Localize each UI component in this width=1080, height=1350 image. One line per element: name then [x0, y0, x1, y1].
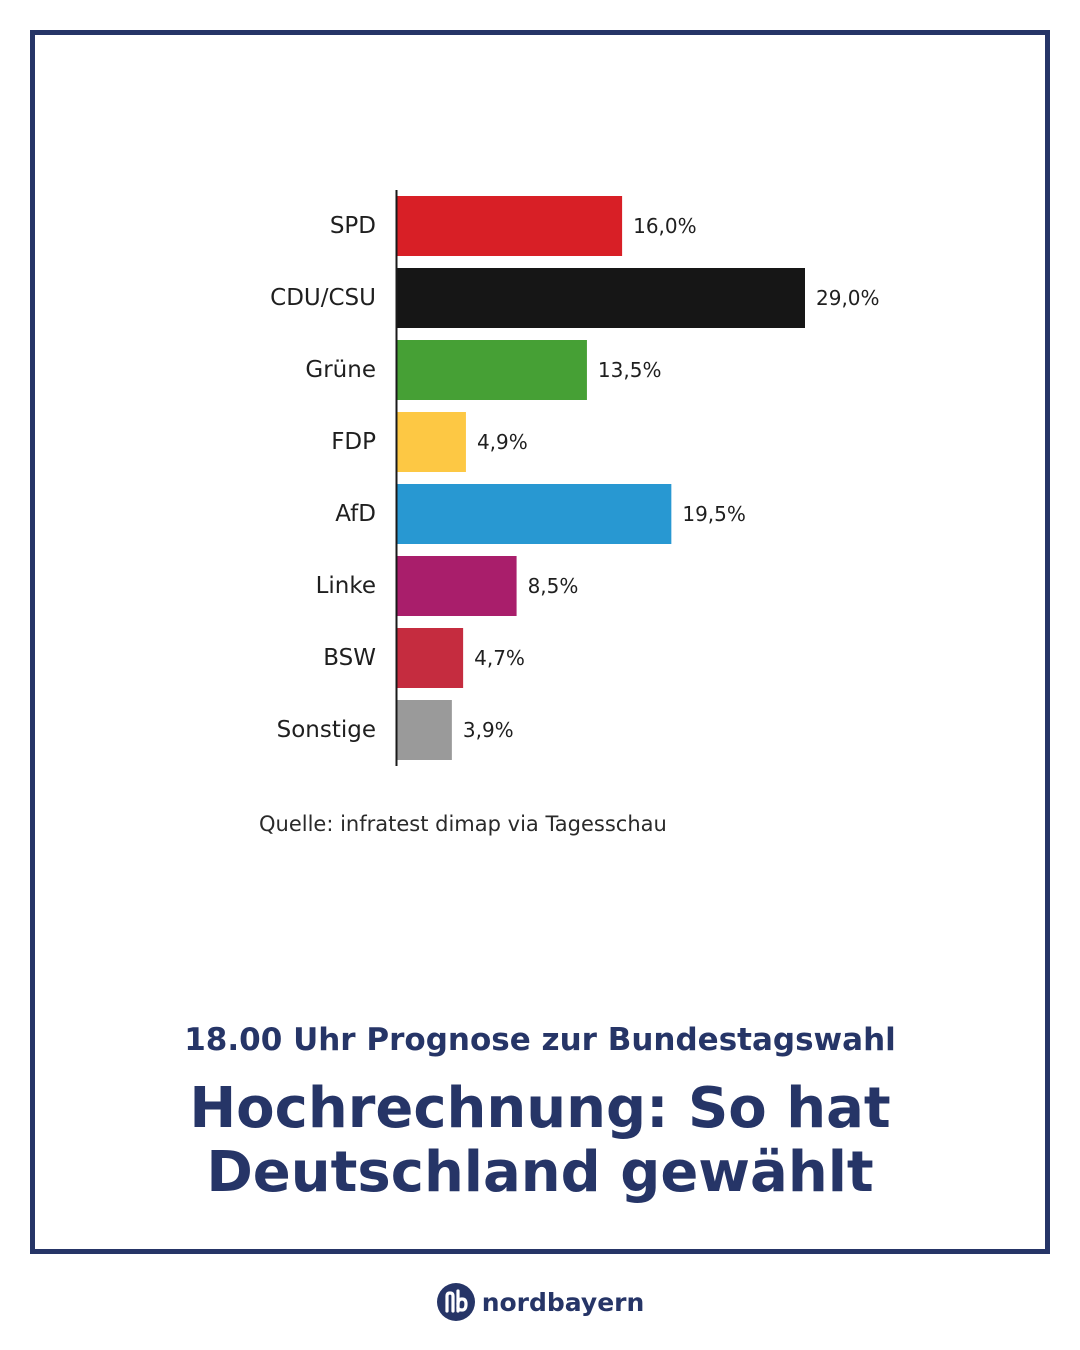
bar-spd — [397, 196, 623, 256]
bar-afd — [397, 484, 672, 544]
page-subtitle: 18.00 Uhr Prognose zur Bundestagswahl — [184, 1022, 896, 1058]
bar-fdp — [397, 412, 466, 472]
category-label-sonstige: Sonstige — [277, 717, 376, 743]
chart-source: Quelle: infratest dimap via Tagesschau — [259, 812, 667, 836]
bar-linke — [397, 556, 517, 616]
value-label-sonstige: 3,9% — [463, 718, 514, 742]
category-label-cdu-csu: CDU/CSU — [270, 285, 376, 311]
value-label-bsw: 4,7% — [474, 646, 525, 670]
value-label-spd: 16,0% — [633, 214, 697, 238]
value-label-cdu-csu: 29,0% — [816, 286, 880, 310]
page-title-line-2: Deutschland gewählt — [206, 1140, 874, 1205]
category-label-bsw: BSW — [323, 645, 376, 671]
bar-gr-ne — [397, 340, 587, 400]
brand-name: nordbayern — [481, 1287, 645, 1317]
bar-bsw — [397, 628, 464, 688]
category-label-afd: AfD — [335, 501, 376, 527]
value-label-fdp: 4,9% — [477, 430, 528, 454]
brand-footer: nordbayern — [0, 1280, 1080, 1324]
category-label-fdp: FDP — [331, 429, 376, 455]
value-label-afd: 19,5% — [682, 502, 746, 526]
bar-cdu-csu — [397, 268, 805, 328]
category-label-spd: SPD — [330, 213, 376, 239]
page-title-line-1: Hochrechnung: So hat — [189, 1076, 891, 1141]
nb-logo-icon — [436, 1283, 475, 1321]
category-label-gr-ne: Grüne — [305, 357, 376, 383]
value-label-gr-ne: 13,5% — [598, 358, 662, 382]
bar-sonstige — [397, 700, 452, 760]
category-label-linke: Linke — [316, 573, 376, 599]
value-label-linke: 8,5% — [528, 574, 579, 598]
page-title: Hochrechnung: So hat Deutschland gewählt — [0, 1077, 1080, 1205]
